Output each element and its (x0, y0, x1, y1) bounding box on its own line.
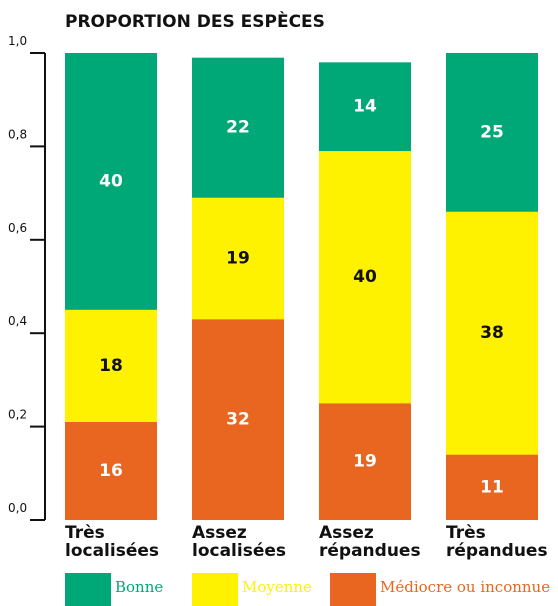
y-tick-label: 0,0 (8, 501, 27, 515)
legend-swatch (330, 573, 376, 606)
bar-segment (65, 421, 157, 520)
y-tick-label: 0,4 (8, 314, 27, 328)
legend-swatch (65, 573, 111, 606)
legend-swatch (192, 573, 238, 606)
bar-segment (319, 151, 411, 404)
chart-title: PROPORTION DES ESPÈCES (65, 10, 325, 32)
data-label: 25 (480, 122, 504, 142)
legend-label: Bonne (115, 578, 164, 596)
x-tick-label: Assez répandues (319, 523, 421, 561)
bar-segment (446, 53, 538, 212)
data-label: 19 (353, 452, 377, 472)
bar-segment (446, 454, 538, 520)
bar-segment (65, 53, 157, 310)
bar-segment (319, 62, 411, 152)
x-tick-label: Très répandues (446, 523, 548, 561)
data-label: 18 (99, 356, 123, 376)
bar-segment (319, 403, 411, 520)
x-tick-label: Très localisées (65, 523, 160, 561)
y-tick-label: 0,6 (8, 221, 27, 235)
data-label: 19 (226, 248, 250, 268)
y-tick-label: 0,8 (8, 127, 27, 141)
bar-segment (65, 309, 157, 422)
data-label: 11 (480, 477, 504, 497)
bar-segment (446, 211, 538, 455)
bar-segment (192, 57, 284, 198)
x-tick-label: Assez localisées (192, 523, 287, 561)
y-tick-label: 0,2 (8, 408, 27, 422)
data-label: 38 (480, 323, 504, 343)
bar-segment (192, 197, 284, 320)
data-label: 14 (353, 97, 377, 117)
data-label: 16 (99, 461, 123, 481)
data-label: 22 (226, 118, 250, 138)
y-tick-label: 1,0 (8, 34, 27, 48)
data-label: 40 (99, 171, 123, 191)
data-label: 32 (226, 410, 250, 430)
legend-label: Moyenne (242, 578, 312, 596)
data-label: 40 (353, 267, 377, 287)
bar-segment (192, 319, 284, 520)
legend-label: Médiocre ou inconnue (380, 578, 551, 596)
